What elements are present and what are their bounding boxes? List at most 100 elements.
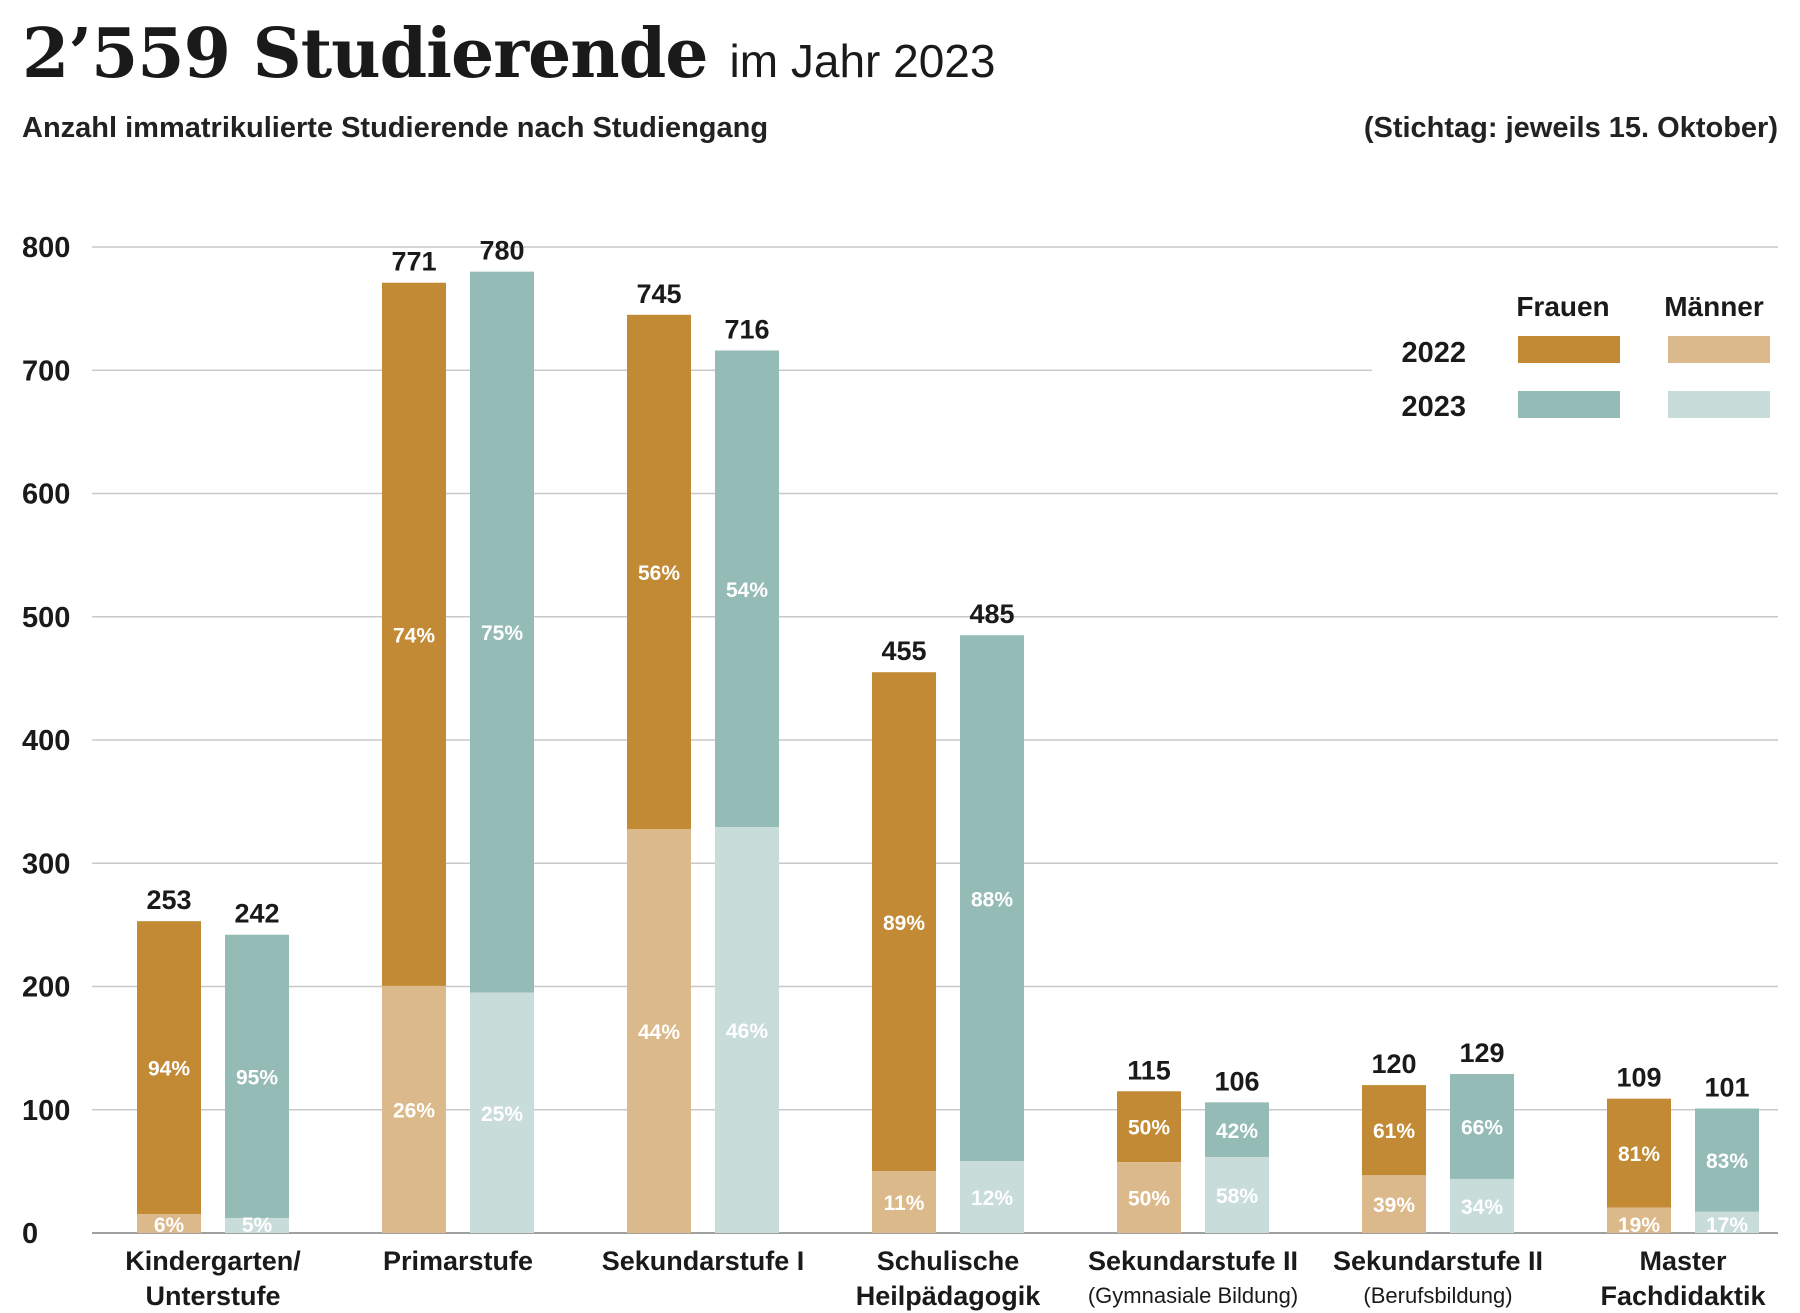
legend-swatch-2023-maenner [1668,391,1770,418]
bars-layer [137,271,1759,1233]
bar-frauen-pct-label: 94% [148,1058,190,1081]
subtitle-row: Anzahl immatrikulierte Studierende nach … [22,112,1778,145]
chart-subtitle: Anzahl immatrikulierte Studierende nach … [22,112,769,144]
bar-total-label: 716 [724,315,769,345]
bar-2023-frauen [1205,1102,1269,1158]
legend-swatch-2022-frauen [1518,336,1620,363]
bar-total-label: 771 [391,247,436,277]
bar-frauen-pct-label: 89% [883,912,925,935]
bar-frauen-pct-label: 74% [393,624,435,647]
y-tick-label: 400 [22,725,70,757]
chart-title: 2’559 Studierende [22,14,709,94]
bar-2023-frauen [1695,1108,1759,1212]
bar-total-label: 455 [881,636,926,666]
bar-maenner-pct-label: 12% [971,1187,1013,1210]
category-label-line2: Unterstufe [145,1281,280,1311]
y-tick-label: 800 [22,232,70,264]
bar-2022-maenner [382,985,446,1233]
bar-maenner-pct-label: 5% [242,1214,273,1237]
bar-2022-maenner [1117,1162,1181,1233]
y-tick-label: 0 [22,1218,38,1250]
bar-total-label: 106 [1214,1066,1259,1096]
chart-note: (Stichtag: jeweils 15. Oktober) [1363,112,1778,144]
bar-maenner-pct-label: 19% [1618,1214,1660,1237]
bar-2023-maenner [1205,1157,1269,1233]
bar-frauen-pct-label: 50% [1128,1117,1170,1140]
bar-2023-maenner [1695,1211,1759,1233]
bar-maenner-pct-label: 58% [1216,1185,1258,1208]
category-label: Sekundarstufe II [1333,1246,1543,1276]
bar-2022-maenner [1362,1175,1426,1233]
category-sublabel: (Gymnasiale Bildung) [1088,1283,1298,1308]
bar-total-label: 242 [234,899,279,929]
bar-maenner-pct-label: 46% [726,1020,768,1043]
category-label: Sekundarstufe I [602,1246,805,1276]
bar-2023-frauen [715,350,779,828]
bar-2022-frauen [137,921,201,1215]
bar-total-label: 253 [146,885,191,915]
legend: Frauen Männer 2022 2023 [1401,291,1770,423]
bar-frauen-pct-label: 61% [1373,1120,1415,1143]
bar-2023-maenner [960,1161,1024,1233]
bar-frauen-pct-label: 75% [481,622,523,645]
category-label: Master [1639,1246,1727,1276]
bar-maenner-pct-label: 26% [393,1099,435,1122]
bar-maenner-pct-label: 25% [481,1103,523,1126]
category-label: Primarstufe [383,1246,533,1276]
bar-2023-maenner [225,1218,289,1233]
bar-total-label: 115 [1127,1055,1171,1085]
bar-frauen-pct-label: 66% [1461,1116,1503,1139]
category-label: Kindergarten/ [125,1246,301,1276]
bar-total-label: 780 [479,236,524,266]
y-tick-label: 700 [22,355,70,387]
title-row: 2’559 Studierende im Jahr 2023 [22,14,1778,94]
bar-maenner-pct-label: 17% [1706,1214,1748,1237]
legend-header-frauen: Frauen [1516,291,1609,322]
bar-2022-frauen [382,282,446,986]
bar-2022-frauen [627,314,691,829]
bar-2022-frauen [1607,1098,1671,1208]
y-tick-label: 500 [22,602,70,634]
legend-swatch-2022-maenner [1668,336,1770,363]
bar-total-label: 109 [1616,1063,1661,1093]
legend-row-2022: 2022 [1401,337,1466,369]
bar-2022-frauen [1117,1091,1181,1163]
bar-2022-frauen [872,672,936,1172]
bar-2023-frauen [470,271,534,993]
y-tick-label: 200 [22,972,70,1004]
chart-header: 2’559 Studierende im Jahr 2023 [22,14,1778,94]
y-tick-label: 100 [22,1095,70,1127]
legend-row-2023: 2023 [1401,391,1466,423]
bar-total-label: 485 [969,599,1014,629]
bar-maenner-pct-label: 34% [1461,1196,1503,1219]
category-label-line2: Heilpädagogik [856,1281,1042,1311]
chart-title-suffix: im Jahr 2023 [729,35,996,87]
category-label: Sekundarstufe II [1088,1246,1298,1276]
bar-maenner-pct-label: 39% [1373,1194,1415,1217]
category-label: Schulische [877,1246,1020,1276]
bar-maenner-pct-label: 6% [154,1214,185,1237]
bar-frauen-pct-label: 54% [726,579,768,602]
bar-2023-frauen [960,635,1024,1162]
category-label-line2: Fachdidaktik [1600,1281,1766,1311]
bar-frauen-pct-label: 42% [1216,1120,1258,1143]
bar-2023-frauen [225,934,289,1219]
bar-frauen-pct-label: 83% [1706,1150,1748,1173]
bar-total-label: 129 [1459,1038,1504,1068]
bar-2022-maenner [627,828,691,1233]
category-sublabel: (Berufsbildung) [1363,1283,1512,1308]
bar-frauen-pct-label: 56% [638,562,680,585]
bar-total-label: 745 [636,279,681,309]
bar-maenner-pct-label: 44% [638,1021,680,1044]
bar-2022-maenner [872,1171,936,1233]
legend-header-maenner: Männer [1664,291,1764,322]
bar-2023-maenner [470,992,534,1233]
bar-total-label: 101 [1704,1073,1749,1103]
bar-2022-frauen [1362,1085,1426,1176]
bar-2023-maenner [715,827,779,1233]
legend-swatch-2023-frauen [1518,391,1620,418]
y-tick-label: 600 [22,479,70,511]
bar-maenner-pct-label: 11% [884,1192,925,1215]
bar-frauen-pct-label: 81% [1618,1143,1660,1166]
